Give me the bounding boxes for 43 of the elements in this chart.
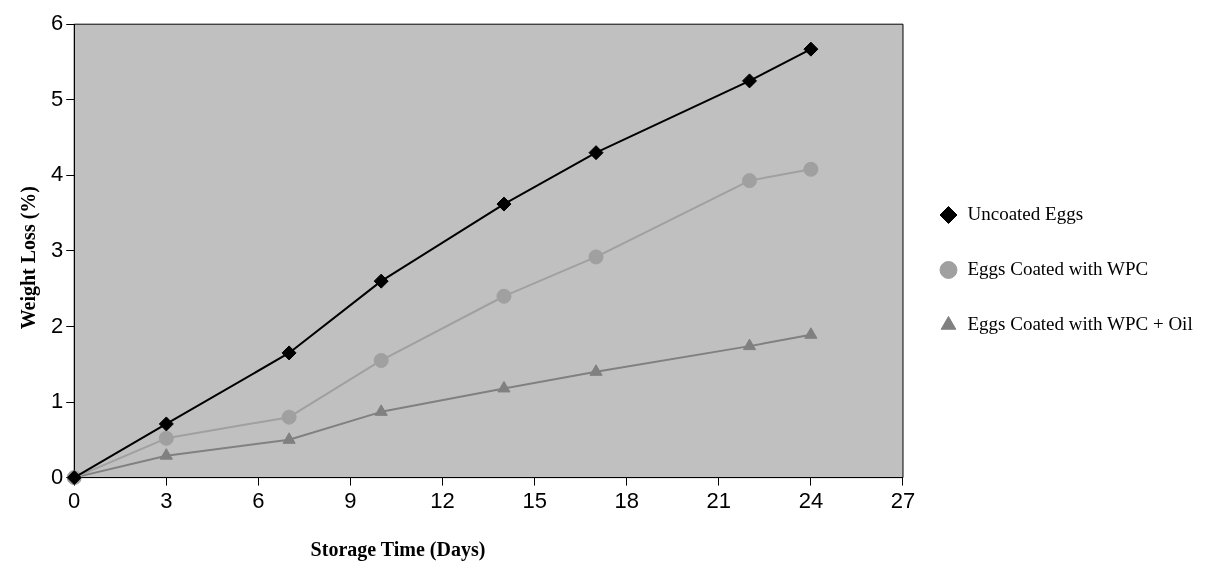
point [804,327,818,339]
point [497,380,511,393]
y-tick-label: 1 [50,388,64,414]
point [159,448,173,460]
point [281,345,297,361]
y-tick-label: 3 [50,236,64,262]
point [374,404,388,416]
legend-label: Uncoated Eggs [967,202,1084,224]
x-tick-label: 15 [522,487,547,513]
y-tick-label: 6 [50,10,64,36]
x-tick-label: 12 [430,487,455,513]
x-tick-label: 18 [614,487,639,513]
x-tick-label: 9 [344,487,357,513]
x-tick-label: 27 [890,487,916,513]
y-tick-label: 2 [50,312,64,338]
y-tick-label: 5 [50,85,64,111]
point [373,273,389,289]
y-tick-label: 4 [50,161,64,187]
y-axis-title: Weight Loss (%) [16,186,40,330]
x-axis-title: Storage Time (Days) [309,538,487,561]
point [496,196,512,212]
point [158,430,174,446]
point [158,416,174,432]
x-tick-label: 24 [798,487,824,513]
x-tick-label: 3 [160,487,173,513]
legend-label: Eggs Coated with WPC + Oil [967,312,1193,334]
point [742,338,757,351]
point [282,432,296,444]
x-tick-label: 21 [706,487,732,513]
legend-label: Eggs Coated with WPC [967,257,1149,279]
point [373,352,389,368]
point [742,173,758,189]
x-tick-label: 0 [68,487,81,513]
point [588,249,604,265]
point [803,161,819,177]
point [588,145,604,161]
y-tick-label: 0 [50,463,64,489]
x-tick-label: 6 [252,487,265,513]
point [742,73,758,89]
point [281,409,297,425]
point [589,364,603,376]
point [803,41,819,57]
point [496,288,512,304]
